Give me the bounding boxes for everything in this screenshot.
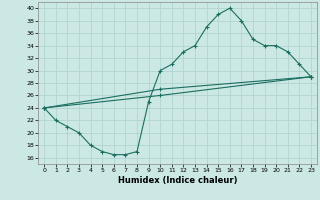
X-axis label: Humidex (Indice chaleur): Humidex (Indice chaleur) bbox=[118, 176, 237, 185]
